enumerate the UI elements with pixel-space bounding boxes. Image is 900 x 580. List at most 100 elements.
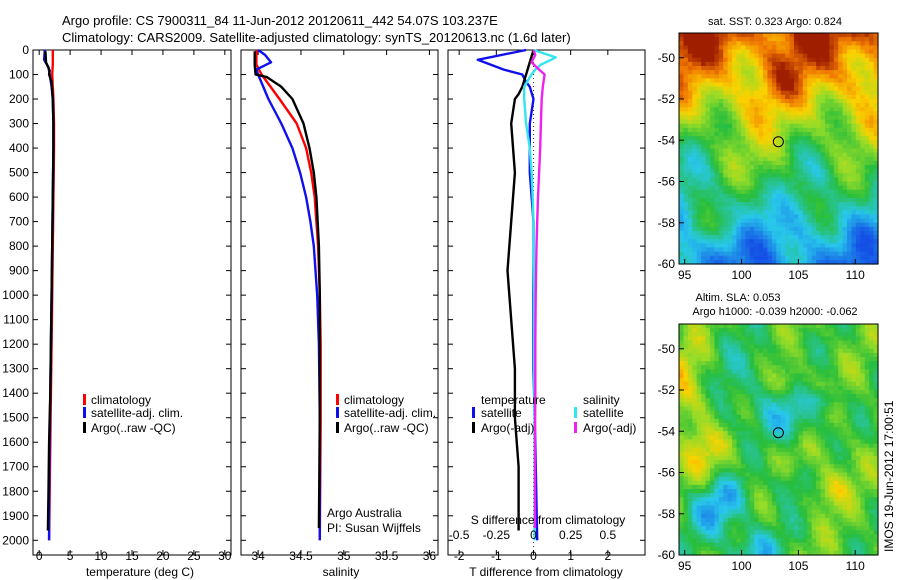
map-cell xyxy=(718,493,724,498)
map-cell xyxy=(749,189,755,195)
map-cell xyxy=(785,410,791,416)
map-cell xyxy=(749,119,755,125)
map-cell xyxy=(718,218,724,224)
map-cell xyxy=(758,497,764,502)
map-cell xyxy=(705,132,711,137)
map-cell xyxy=(864,251,870,257)
map-cell xyxy=(723,243,729,249)
map-cell xyxy=(824,427,830,432)
map-cell xyxy=(718,517,724,523)
map-cell xyxy=(718,522,724,527)
map-cell xyxy=(816,185,822,191)
map-cell xyxy=(860,361,866,366)
map-cell xyxy=(771,226,777,232)
map-cell xyxy=(873,398,879,403)
map-cell xyxy=(820,394,826,399)
map-cell xyxy=(740,251,746,257)
map-cell xyxy=(771,218,777,224)
y-tick-label: 300 xyxy=(9,117,29,131)
map-cell xyxy=(802,66,808,71)
map-cell xyxy=(718,373,724,379)
map-cell xyxy=(776,57,782,63)
map-cell xyxy=(718,255,724,261)
map-cell xyxy=(679,37,685,42)
map-cell xyxy=(776,160,782,166)
map-cell xyxy=(851,226,857,232)
map-cell xyxy=(696,111,702,117)
map-cell xyxy=(816,57,822,63)
map-cell xyxy=(785,57,791,63)
map-cell xyxy=(816,381,822,387)
map-cell xyxy=(771,61,777,67)
map-cell xyxy=(714,522,720,527)
map-cell xyxy=(842,344,848,350)
map-cell xyxy=(851,74,857,79)
map-cell xyxy=(847,123,853,129)
map-cell xyxy=(705,222,711,228)
map-cell xyxy=(869,206,875,211)
map-cell xyxy=(873,37,879,42)
map-cell xyxy=(701,127,707,133)
map-cell xyxy=(749,41,755,46)
map-cell xyxy=(789,193,795,199)
map-cell xyxy=(723,132,729,137)
map-cell xyxy=(736,90,742,96)
map-cell xyxy=(851,447,857,453)
map-cell xyxy=(851,324,857,329)
map-cell xyxy=(709,239,715,244)
map-cell xyxy=(732,361,738,366)
map-cell xyxy=(745,169,751,174)
map-cell xyxy=(687,456,693,461)
map-cell xyxy=(802,517,808,523)
map-cell xyxy=(833,239,839,244)
map-cell xyxy=(833,57,839,63)
map-cell xyxy=(798,352,804,358)
map-cell xyxy=(754,476,760,482)
map-cell xyxy=(789,198,795,203)
map-cell xyxy=(732,239,738,244)
map-cell xyxy=(833,390,839,395)
map-cell xyxy=(785,115,791,121)
map-cell xyxy=(802,82,808,88)
map-cell xyxy=(842,90,848,96)
map-cell xyxy=(851,53,857,59)
map-cell xyxy=(869,181,875,187)
map-cell xyxy=(727,348,733,354)
map-cell xyxy=(833,160,839,166)
map-cell xyxy=(718,468,724,474)
map-cell xyxy=(763,336,769,342)
map-cell xyxy=(692,259,698,265)
map-cell xyxy=(869,37,875,42)
x-tick-label: 20 xyxy=(156,549,170,563)
map-cell xyxy=(864,115,870,121)
map-cell xyxy=(860,340,866,346)
map-cell xyxy=(829,107,835,112)
map-cell xyxy=(732,418,738,424)
map-cell xyxy=(723,165,729,170)
map-cell xyxy=(780,352,786,358)
map-cell xyxy=(789,377,795,383)
map-cell xyxy=(842,431,848,436)
map-cell xyxy=(749,344,755,350)
map-cell xyxy=(802,357,808,362)
map-cell xyxy=(763,259,769,265)
map-cell xyxy=(679,439,685,445)
map-cell xyxy=(745,103,751,108)
map-cell xyxy=(754,509,760,515)
map-cell xyxy=(838,357,844,362)
map-cell xyxy=(687,505,693,511)
map-cell xyxy=(718,464,724,469)
map-cell xyxy=(749,484,755,490)
map-cell xyxy=(833,86,839,92)
map-cell xyxy=(687,255,693,261)
map-cell xyxy=(714,243,720,249)
map-cell xyxy=(740,99,746,104)
map-cell xyxy=(798,66,804,71)
map-cell xyxy=(709,45,715,51)
map-cell xyxy=(718,365,724,370)
map-cell xyxy=(855,361,861,366)
map-cell xyxy=(740,173,746,178)
map-cell xyxy=(824,451,830,457)
map-cell xyxy=(679,115,685,121)
map-cell xyxy=(855,193,861,199)
